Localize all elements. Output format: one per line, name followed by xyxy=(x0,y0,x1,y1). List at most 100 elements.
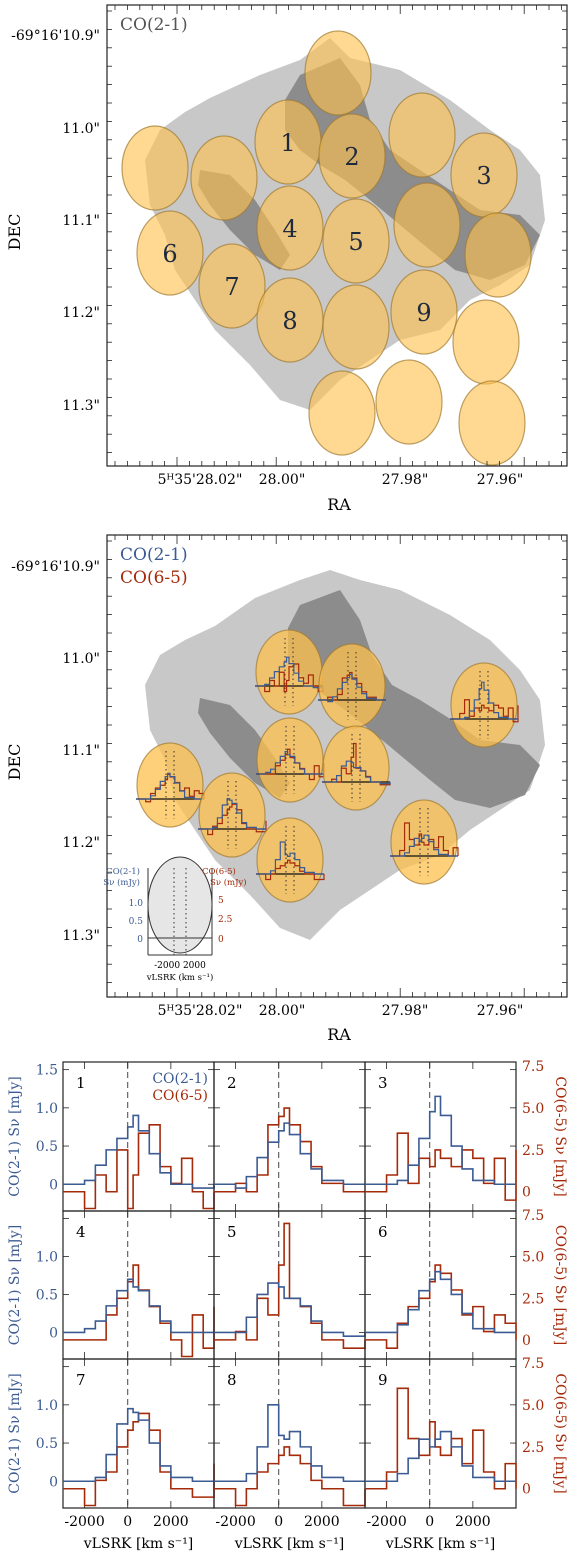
aperture-ellipse xyxy=(452,299,520,385)
y-tick-label-left: 0 xyxy=(49,1474,58,1490)
spectrum-panel: 5 xyxy=(213,1210,366,1360)
spectrum-panel: 9 xyxy=(364,1358,517,1509)
co21-mini-spectrum xyxy=(390,834,458,857)
panel-number: 3 xyxy=(378,1074,388,1092)
x-tick-label: 28.00" xyxy=(259,472,306,488)
panel-number: 9 xyxy=(378,1371,388,1389)
spectrum-panel: 3 xyxy=(364,1061,517,1212)
y-tick-label: -69°16'10.9" xyxy=(11,559,100,575)
panel-box xyxy=(364,1061,517,1212)
panel-number: 5 xyxy=(227,1223,237,1241)
y-tick-label-left: 0.5 xyxy=(36,1139,58,1155)
co21-spectrum xyxy=(63,1278,214,1334)
x-tick-label: 0 xyxy=(425,1514,434,1530)
aperture-ellipse xyxy=(318,643,386,729)
x-tick-label: 5ᴴ35'28.02" xyxy=(158,1003,243,1019)
y-axis-label: DEC xyxy=(5,744,24,781)
panel-number: 8 xyxy=(227,1371,237,1389)
y-tick-label-left: 1.0 xyxy=(36,1398,58,1414)
aperture-ellipse xyxy=(304,30,372,116)
inset-right-tick: 5 xyxy=(218,896,224,906)
legend-co21: CO(2-1) xyxy=(120,545,188,565)
x-tick-label: 0 xyxy=(123,1514,132,1530)
y-tick-label-right: 7.5 xyxy=(522,1059,544,1075)
axes-box xyxy=(106,4,568,467)
co21-spectrum xyxy=(214,1404,365,1483)
aperture-label: 2 xyxy=(344,143,359,171)
x-tick-labels: 5ᴴ35'28.02" 28.00" 27.98" 27.96" xyxy=(158,472,524,488)
co65-spectrum xyxy=(214,1222,366,1349)
aperture-ellipse xyxy=(190,135,258,221)
x-tick-label: 27.96" xyxy=(477,1003,524,1019)
spectra-axis-labels: 0 0.5 1.0 1.5 0 2.5 5.0 7.5 CO(2-1) Sν [mJy] CO(6… xyxy=(7,1059,568,1552)
spectrum-panel: 7 xyxy=(62,1358,215,1509)
aperture-ellipse xyxy=(256,717,324,803)
x-axis-label: RA xyxy=(327,495,351,514)
y-tick-label-right: 2.5 xyxy=(522,1291,544,1307)
co21-mini-spectrum xyxy=(198,798,266,830)
aperture-label: 7 xyxy=(224,273,239,301)
x-tick-label: 27.96" xyxy=(477,472,524,488)
y-axis-label: DEC xyxy=(5,214,24,251)
inset-left-tick: 0 xyxy=(137,935,143,945)
co21-spectrum xyxy=(365,1270,516,1334)
aperture-ellipse xyxy=(388,92,456,178)
panel-box xyxy=(364,1210,517,1360)
x-tick-label: 28.00" xyxy=(259,1003,306,1019)
spectra-grid: 1 CO(2-1)CO(6-5) 2 3 4 5 6 7 8 9 xyxy=(62,1061,517,1509)
axes-box xyxy=(106,534,568,998)
panel-box xyxy=(364,1358,517,1509)
co65-spectrum xyxy=(365,1132,517,1201)
scale-inset: CO(2-1) Sν (mJy) 1.0 0.5 0 CO(6-5) Sν (m… xyxy=(103,856,247,983)
panel-number: 4 xyxy=(76,1223,86,1241)
aperture-ellipse xyxy=(464,212,532,298)
co65-mini-spectrum xyxy=(390,822,459,857)
co65-mini-spectrum xyxy=(255,663,324,693)
co21-spectrum xyxy=(365,1095,516,1186)
co21-mini-spectrum xyxy=(255,656,324,689)
y-tick-label: 11.1" xyxy=(62,743,100,759)
y-tick-label-right: 7.5 xyxy=(522,1356,544,1372)
inset-x-label: vLSRK (km s⁻¹) xyxy=(146,972,214,983)
panel-number: 6 xyxy=(378,1223,388,1241)
aperture-ellipse xyxy=(322,284,390,370)
inset-x-ticks: -2000 2000 xyxy=(154,961,206,971)
co21-mini-spectrum xyxy=(256,841,324,875)
y-tick-label: 11.0" xyxy=(62,121,100,137)
co65-mini-spectrum xyxy=(198,803,267,836)
legend-co21: CO(2-1) xyxy=(152,1071,208,1087)
co65-spectrum xyxy=(63,1264,215,1358)
y-tick-label: 11.1" xyxy=(62,213,100,229)
x-tick-label: -2000 xyxy=(64,1514,104,1530)
y-tick-label: 11.2" xyxy=(62,835,100,851)
y-tick-label: 11.3" xyxy=(62,928,100,944)
inset-left-unit: Sν (mJy) xyxy=(103,877,140,888)
co65-spectrum xyxy=(214,1107,365,1193)
y-tick-label-right: 0 xyxy=(522,1482,531,1498)
y-axis-label-left: CO(2-1) Sν [mJy] xyxy=(7,1373,23,1493)
inset-right-unit: Sν (mJy) xyxy=(210,877,247,888)
co65-spectrum xyxy=(63,1123,215,1210)
aperture-label: 3 xyxy=(476,162,491,190)
y-axis-label-left: CO(2-1) Sν [mJy] xyxy=(7,1225,23,1345)
aperture-ellipse xyxy=(393,182,461,268)
co21-spectrum xyxy=(63,1114,215,1189)
spectrum-panel: 6 xyxy=(364,1210,517,1360)
y-tick-label-left: 0 xyxy=(49,1177,58,1193)
aperture-ellipse xyxy=(308,370,376,456)
y-tick-label-left: 1.5 xyxy=(36,1063,58,1079)
x-axis-label: vLSRK [km s⁻¹] xyxy=(83,1536,194,1552)
x-tick-label: 27.98" xyxy=(382,472,429,488)
spectrum-panel: 2 xyxy=(213,1061,366,1212)
aperture-ellipse xyxy=(198,772,266,858)
panel-box xyxy=(62,1358,215,1509)
x-axis-label: vLSRK [km s⁻¹] xyxy=(385,1536,496,1552)
inset-right-tick: 0 xyxy=(218,935,224,945)
y-tick-label-left: 0.5 xyxy=(36,1287,58,1303)
co21-mini-spectrum xyxy=(322,760,391,785)
x-tick-label: 2000 xyxy=(153,1514,189,1530)
aperture-label: 8 xyxy=(282,307,297,335)
x-tick-label: 5ᴴ35'28.02" xyxy=(158,472,243,488)
x-tick-label: 2000 xyxy=(304,1514,340,1530)
co21-spectrum xyxy=(365,1430,516,1483)
